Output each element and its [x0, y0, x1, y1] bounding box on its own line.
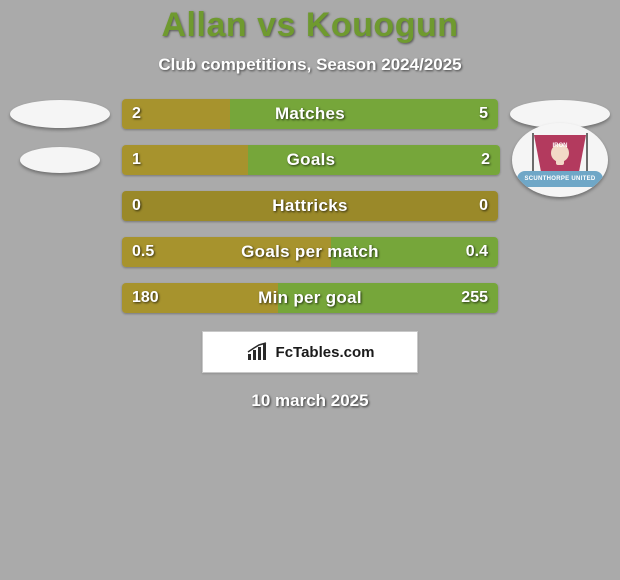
- stat-bar: 2 5 Matches: [122, 99, 498, 129]
- stat-label: Min per goal: [122, 283, 498, 313]
- stat-label: Hattricks: [122, 191, 498, 221]
- player-left-avatar: [20, 147, 100, 173]
- stat-row: 0 0 Hattricks: [10, 191, 610, 221]
- brand-text: FcTables.com: [276, 344, 375, 361]
- player-left-avatar: [10, 100, 110, 128]
- date-text: 10 march 2025: [0, 391, 620, 411]
- page-title: Allan vs Kouogun: [0, 6, 620, 45]
- stat-row: 0.5 0.4 Goals per match: [10, 237, 610, 267]
- player-right-club-crest: IRON SCUNTHORPE UNITED: [512, 123, 608, 197]
- brand-box[interactable]: FcTables.com: [202, 331, 418, 373]
- crest-ribbon-text: SCUNTHORPE UNITED: [524, 176, 595, 182]
- crest-ribbon: SCUNTHORPE UNITED: [517, 171, 603, 187]
- bar-chart-icon: [246, 342, 270, 362]
- stat-row: 2 5 Matches: [10, 99, 610, 129]
- stat-row: 1 2 Goals IRON SCUNTHORPE UNITED: [10, 145, 610, 175]
- svg-text:IRON: IRON: [553, 143, 568, 149]
- stat-label: Goals per match: [122, 237, 498, 267]
- stat-row: 180 255 Min per goal: [10, 283, 610, 313]
- avatar-spacer: [10, 283, 110, 313]
- stat-label: Goals: [122, 145, 500, 175]
- stat-label: Matches: [122, 99, 498, 129]
- avatar-spacer: [10, 237, 110, 267]
- stat-bar: 0.5 0.4 Goals per match: [122, 237, 498, 267]
- stats-rows: 2 5 Matches 1 2 Goals: [0, 99, 620, 313]
- stat-bar: 1 2 Goals: [122, 145, 500, 175]
- stat-bar: 0 0 Hattricks: [122, 191, 498, 221]
- subtitle: Club competitions, Season 2024/2025: [0, 55, 620, 75]
- avatar-spacer: [510, 237, 610, 267]
- avatar-spacer: [510, 283, 610, 313]
- stat-bar: 180 255 Min per goal: [122, 283, 498, 313]
- avatar-spacer: [10, 191, 110, 221]
- comparison-card: Allan vs Kouogun Club competitions, Seas…: [0, 0, 620, 580]
